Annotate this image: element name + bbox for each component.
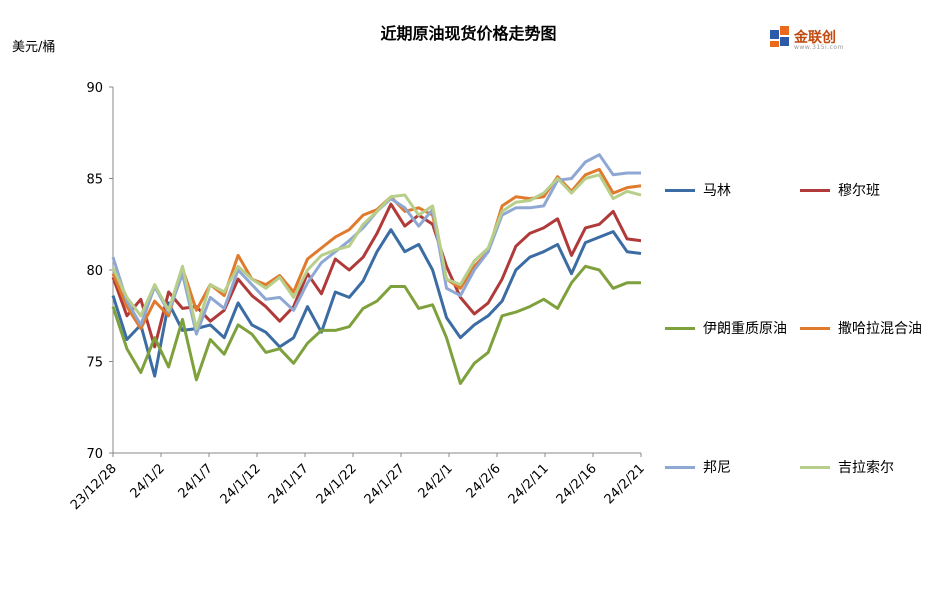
x-tick-label: 24/1/17 [266,461,312,507]
series-line-0 [111,228,642,378]
y-tick-label: 80 [86,264,103,279]
y-tick-label: 70 [86,447,103,462]
logo-text: 金联创 [794,30,836,46]
series-line-2 [111,264,641,385]
x-tick-label: 24/2/16 [554,461,600,507]
series-line-5 [111,173,642,331]
y-tick-label: 75 [86,356,103,371]
brand-logo: 金联创 www.315i.com [768,24,858,54]
x-tick-label: 24/1/7 [176,461,216,501]
logo-mark-icon [770,26,789,47]
x-tick-label: 24/2/21 [602,461,648,507]
x-tick-label: 24/2/1 [416,461,456,501]
x-tick-label: 24/1/22 [314,461,360,507]
x-tick-label: 23/12/28 [68,461,120,513]
x-tick-label: 24/1/2 [128,461,168,501]
y-tick-label: 85 [86,173,103,188]
x-tick-label: 24/1/12 [218,461,264,507]
x-tick-label: 24/2/6 [464,461,504,501]
y-axis-unit-label: 美元/桶 [12,40,56,55]
logo-subtext: www.315i.com [794,44,844,51]
series-line-1 [111,202,642,349]
chart-title: 近期原油现货价格走势图 [380,24,557,43]
x-tick-label: 24/2/11 [506,461,552,507]
y-tick-label: 90 [86,81,103,96]
x-tick-label: 24/1/27 [362,461,408,507]
